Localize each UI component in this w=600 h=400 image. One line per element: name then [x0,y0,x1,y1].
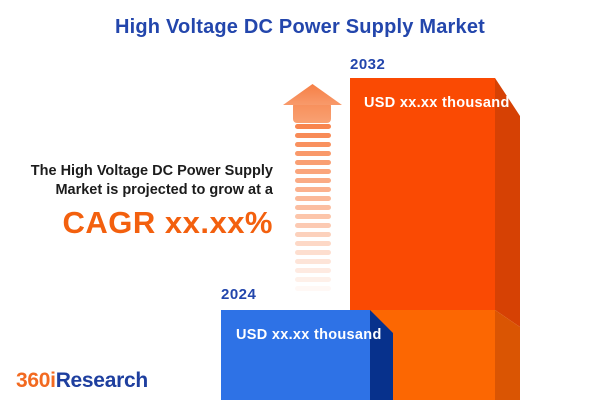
arrow-stripe [295,133,331,138]
arrow-stripe [295,286,331,291]
arrow-stripe [295,214,331,219]
bar-2024-side [370,310,393,400]
bar-2024-front [221,310,370,400]
arrow-stripe [295,250,331,255]
arrow-stripe [295,142,331,147]
bar-2032-side-lower [495,310,520,400]
bar-2032-front-upper [350,78,495,310]
cagr-value: CAGR xx.xx% [62,205,273,240]
arrow-stripe [295,277,331,282]
arrow-stripe [295,151,331,156]
logo-suffix: Research [55,369,148,392]
bar-2024-value-label: USD xx.xx thousand [236,327,382,343]
bar-2024 [221,310,393,400]
arrow-stripe [295,169,331,174]
arrow-stripe [295,205,331,210]
arrow-stripe [295,223,331,228]
bar-2032-side-upper [495,78,520,327]
arrow-stripe [295,268,331,273]
up-arrow-icon [283,84,342,105]
arrow-stripe [295,178,331,183]
annotation-line-1: The High Voltage DC Power Supply [30,163,273,179]
arrow-stripe [295,232,331,237]
bar-2032-value-label: USD xx.xx thousand [364,95,510,111]
arrow-stripe [295,160,331,165]
arrow-stripe [295,124,331,129]
bar-2032-year-label: 2032 [350,56,386,73]
arrow-stripe [295,196,331,201]
arrow-stripe [295,187,331,192]
arrow-neck [293,102,331,123]
logo: 360iResearch [16,369,148,393]
arrow-stripe [295,259,331,264]
growth-annotation: The High Voltage DC Power Supply Market … [31,162,273,241]
annotation-line-2: Market is projected to grow at a [55,182,273,198]
logo-prefix: 360i [16,369,56,392]
arrow-stripe [295,241,331,246]
bar-2024-year-label: 2024 [221,286,257,303]
page-title: High Voltage DC Power Supply Market [114,16,486,38]
